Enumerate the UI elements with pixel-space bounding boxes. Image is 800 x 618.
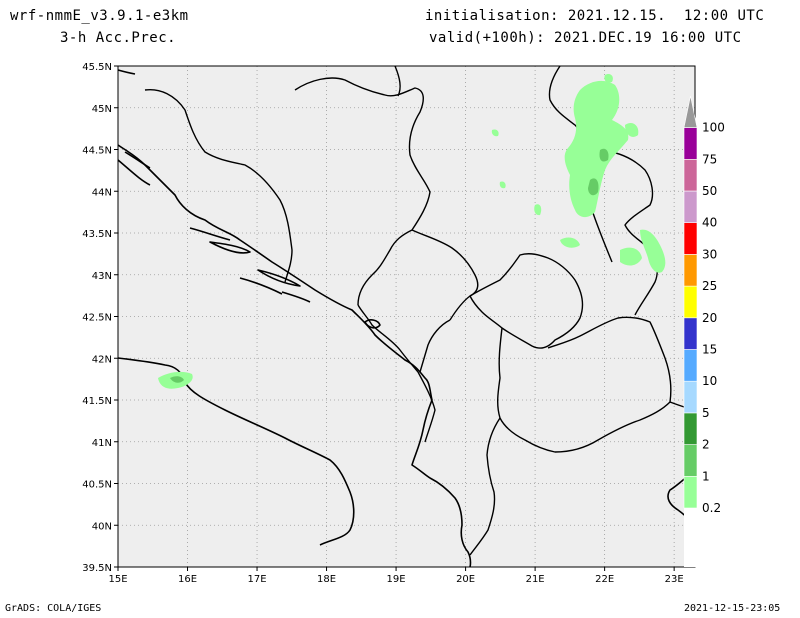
colorbar-swatch [683, 380, 698, 414]
colorbar-label: 25 [702, 279, 717, 293]
precip-patches [158, 73, 666, 389]
lat-tick-label: 40.5N [82, 480, 112, 491]
model-name: wrf-nmmE_v3.9.1-e3km [10, 8, 189, 24]
lat-tick-label: 43.5N [82, 229, 112, 240]
colorbar-swatch [683, 412, 698, 445]
colorbar-swatch [683, 317, 698, 350]
colorbar-swatch [683, 127, 698, 160]
lat-tick-label: 45N [92, 104, 112, 115]
colorbar-swatch [683, 349, 698, 382]
lon-tick-label: 23E [665, 574, 684, 585]
lon-tick-label: 18E [317, 574, 336, 585]
footer-timestamp: 2021-12-15-23:05 [684, 603, 781, 614]
valid-time: valid(+100h): 2021.DEC.19 16:00 UTC [429, 30, 742, 46]
colorbar-label: 15 [702, 343, 717, 357]
colorbar-label: 40 [702, 216, 717, 230]
lat-tick-label: 44.5N [82, 146, 112, 157]
colorbar-swatch [683, 190, 698, 224]
lon-tick-label: 17E [248, 574, 267, 585]
lat-tick-label: 40N [92, 521, 112, 532]
lon-tick-label: 19E [387, 574, 406, 585]
colorbar-label: 1 [702, 469, 710, 483]
lat-tick-label: 43N [92, 271, 112, 282]
colorbar-label: 75 [702, 152, 717, 166]
colorbar-label: 0.2 [702, 501, 721, 515]
lon-tick-label: 16E [178, 574, 197, 585]
footer-credit: GrADS: COLA/IGES [5, 603, 102, 614]
lon-tick-label: 15E [108, 574, 127, 585]
country-borders [144, 65, 696, 556]
colorbar-label: 5 [702, 406, 710, 420]
lat-tick-label: 45.5N [82, 62, 112, 73]
field-name: 3-h Acc.Prec. [60, 30, 177, 46]
longitude-axis: 15E 16E 17E 18E 19E 20E 21E 22E 23E [108, 567, 684, 585]
lat-tick-label: 42.5N [82, 313, 112, 324]
lon-tick-label: 22E [595, 574, 614, 585]
colorbar-label: 100 [702, 121, 725, 135]
lat-tick-label: 42N [92, 354, 112, 365]
colorbar-swatch [683, 95, 698, 128]
colorbar-label: 2 [702, 438, 710, 452]
colorbar-swatch [683, 475, 698, 509]
colorbar-label: 30 [702, 247, 717, 261]
init-time: initialisation: 2021.12.15. 12:00 UTC [425, 8, 765, 24]
latitude-axis: 45.5N 45N 44.5N 44N 43.5N 43N 42.5N 42N 41.5N 41N… [82, 62, 118, 574]
colorbar-label: 10 [702, 374, 717, 388]
colorbar-swatch [683, 222, 698, 255]
colorbar-swatch [683, 254, 698, 287]
lat-tick-label: 39.5N [82, 563, 112, 574]
lon-tick-label: 21E [526, 574, 545, 585]
lat-tick-label: 41.5N [82, 396, 112, 407]
colorbar-label: 20 [702, 311, 717, 325]
colorbar-base [684, 508, 697, 567]
colorbar-label: 50 [702, 184, 717, 198]
lat-tick-label: 41N [92, 438, 112, 449]
colorbar-swatch [683, 444, 698, 477]
colorbar-swatch [683, 285, 698, 319]
colorbar-swatch [683, 159, 698, 192]
lon-tick-label: 20E [456, 574, 475, 585]
lat-tick-label: 44N [92, 187, 112, 198]
